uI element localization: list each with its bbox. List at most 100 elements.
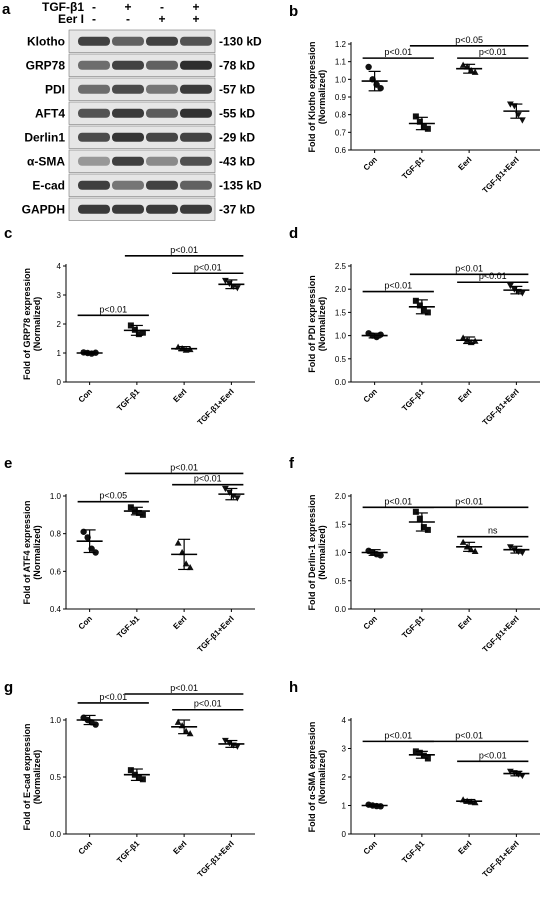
blot-band [146, 60, 178, 70]
y-tick-label: 1 [57, 349, 62, 358]
x-category-label: EerI [456, 839, 473, 856]
x-category-label: EerI [171, 387, 188, 404]
significance-label: p<0.01 [194, 474, 222, 484]
blot-size-label: -43 kD [219, 154, 255, 168]
blot-size-label: -135 kD [219, 178, 262, 192]
y-tick-label: 1.0 [50, 716, 62, 725]
y-axis-title-group: Fold of PDI expression (Normalized) [307, 275, 327, 373]
blot-band [112, 36, 144, 46]
blot-band [78, 156, 110, 166]
chart-ecad: g 0.0 0.5 1.0 Fold of E-cad expression (Norma… [4, 679, 255, 879]
data-point [416, 302, 423, 309]
x-category-label: TGF-β1 [115, 387, 142, 414]
significance-label: p<0.01 [170, 245, 198, 255]
blot-size-label: -37 kD [219, 202, 255, 216]
blot-band [180, 132, 212, 142]
x-category-label: TGF-β1+EerI [481, 839, 521, 879]
y-axis-subtitle: (Normalized) [317, 297, 327, 352]
chart-pdi: d 0.0 0.5 1.0 1.5 2.0 2.5 Fold of PDI expressio… [289, 225, 540, 427]
y-axis-title: Fold of PDI expression [307, 275, 317, 373]
y-tick-label: 0.0 [50, 830, 62, 839]
condition-sign: + [124, 0, 131, 14]
significance-label: p<0.01 [384, 281, 412, 291]
y-tick-label: 0.8 [335, 111, 347, 120]
blot-band [78, 84, 110, 94]
significance-label: p<0.05 [99, 491, 127, 501]
x-category-label: TGF-β1+EerI [196, 387, 236, 427]
y-tick-label: 4 [57, 262, 62, 271]
blot-band [112, 156, 144, 166]
panel-letter: b [289, 3, 298, 20]
blot-band [78, 108, 110, 118]
y-tick-label: 1.5 [335, 308, 347, 317]
blot-band [146, 84, 178, 94]
panel-letter: g [4, 679, 13, 696]
condition-sign: + [192, 12, 199, 26]
data-point [412, 297, 419, 304]
blot-size-label: -57 kD [219, 82, 255, 96]
panel-letter: e [4, 455, 12, 472]
chart-atf4: e 0.4 0.6 0.8 1.0 Fold of ATF4 expression (Nor… [4, 455, 255, 654]
x-category-label: EerI [171, 614, 188, 631]
significance-label: p<0.01 [479, 271, 507, 281]
y-tick-label: 4 [342, 716, 347, 725]
y-tick-label: 1.0 [335, 75, 347, 84]
blot-band [112, 60, 144, 70]
y-tick-label: 2.0 [335, 285, 347, 294]
x-category-label: TGF-β1+EerI [481, 614, 521, 654]
data-point [135, 331, 142, 338]
y-tick-label: 0.9 [335, 93, 347, 102]
significance-label: p<0.01 [455, 496, 483, 506]
significance-label: p<0.01 [170, 683, 198, 693]
blot-row-label: GRP78 [26, 58, 66, 72]
data-point [127, 767, 134, 774]
blot-band [78, 36, 110, 46]
panel-letter-a: a [2, 1, 11, 18]
x-category-label: EerI [456, 155, 473, 172]
significance-label: p<0.01 [384, 47, 412, 57]
y-tick-label: 0.8 [50, 530, 62, 539]
data-point [139, 329, 146, 336]
x-category-label: TGF-β1+EerI [196, 839, 236, 879]
y-axis-title-group: Fold of GRP78 expression (Normalized) [22, 268, 42, 380]
x-category-label: EerI [456, 614, 473, 631]
blot-size-label: -29 kD [219, 130, 255, 144]
blot-band [112, 132, 144, 142]
y-tick-label: 0.7 [335, 128, 347, 137]
blot-band [112, 180, 144, 190]
data-point [518, 117, 526, 124]
data-point [135, 774, 142, 780]
data-point [412, 113, 419, 120]
y-axis-title: Fold of GRP78 expression [22, 268, 32, 380]
x-category-label: TGF-β1 [400, 387, 427, 414]
y-tick-label: 1.1 [335, 58, 347, 67]
significance-label: p<0.01 [455, 730, 483, 740]
y-tick-label: 2.0 [335, 492, 347, 501]
y-tick-label: 0.0 [335, 378, 347, 387]
blot-band [112, 204, 144, 214]
y-tick-label: 0.5 [50, 773, 62, 782]
panel-letter: h [289, 679, 298, 696]
blot-row-label: GAPDH [22, 202, 65, 216]
significance-label: p<0.01 [170, 462, 198, 472]
chart-klotho: b 0.6 0.7 0.8 0.9 1.0 1.1 1.2 Fold of Klotho exp… [289, 3, 540, 195]
x-category-label: Con [77, 839, 94, 856]
y-tick-label: 1.0 [335, 549, 347, 558]
condition-sign: - [160, 0, 164, 14]
condition-sign: - [126, 12, 130, 26]
significance-label: p<0.01 [455, 263, 483, 273]
x-category-label: TGF-β1 [400, 614, 427, 641]
y-axis-subtitle: (Normalized) [32, 297, 42, 352]
data-point [420, 752, 427, 759]
blot-band [146, 132, 178, 142]
panel-letter: f [289, 455, 295, 472]
y-tick-label: 2.5 [335, 262, 347, 271]
significance-label: p<0.01 [99, 692, 127, 702]
significance-label: p<0.01 [384, 730, 412, 740]
blot-size-label: -55 kD [219, 106, 255, 120]
y-tick-label: 1.5 [335, 520, 347, 529]
data-point [424, 125, 431, 132]
data-point [471, 799, 479, 806]
blot-band [180, 108, 212, 118]
